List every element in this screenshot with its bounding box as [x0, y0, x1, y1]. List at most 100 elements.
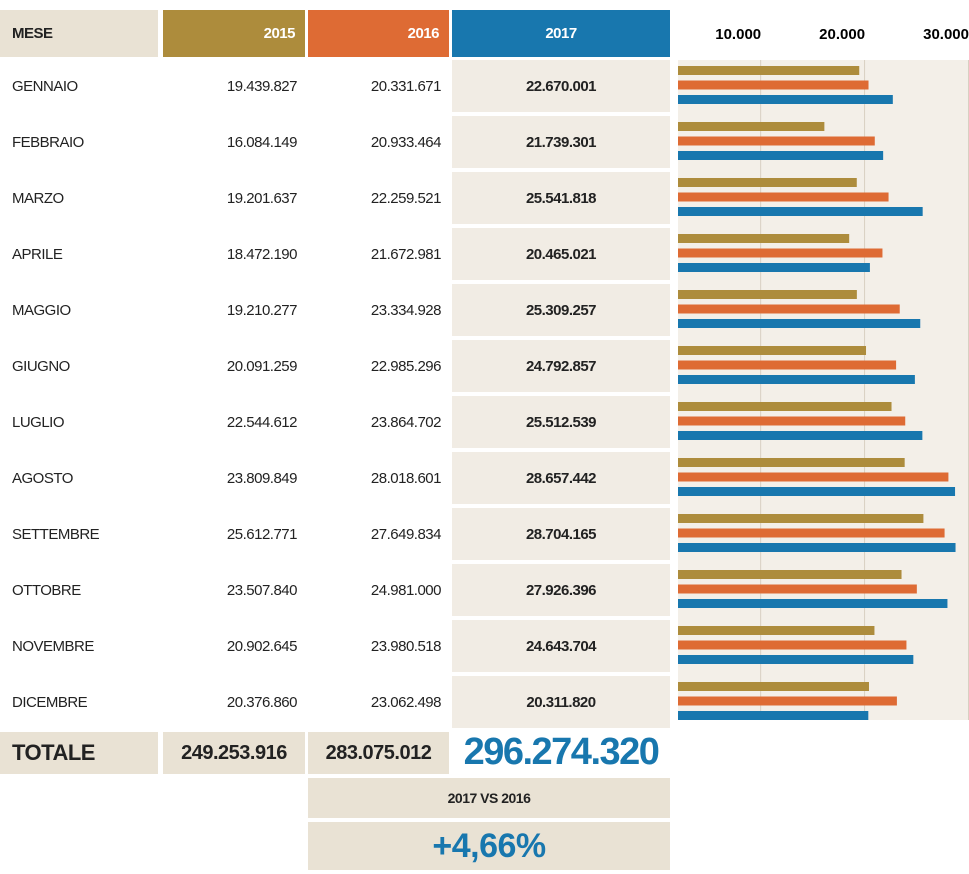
month-label: MAGGIO — [12, 301, 71, 319]
bar — [678, 655, 914, 664]
table-cell: 20.902.645 — [226, 637, 298, 655]
bar — [678, 304, 900, 314]
table-cell: 20.933.464 — [370, 133, 442, 151]
table-cell: 20.311.820 — [452, 676, 670, 728]
bar — [678, 711, 869, 720]
header-2017: 2017 — [452, 10, 670, 57]
month-label: FEBBRAIO — [12, 133, 84, 151]
bar — [678, 584, 917, 594]
month-label: SETTEMBRE — [12, 525, 100, 543]
table-cell: 28.704.165 — [452, 508, 670, 560]
comparison-value: +4,66% — [308, 822, 670, 870]
bar — [678, 319, 921, 328]
table-cell: 22.259.521 — [370, 189, 442, 207]
table-cell: 25.512.539 — [452, 396, 670, 448]
chart: 10.000 20.000 30.000 — [678, 26, 969, 720]
bar — [678, 626, 875, 635]
table-cell: 22.985.296 — [370, 357, 442, 375]
month-label: NOVEMBRE — [12, 637, 94, 655]
bar — [678, 375, 915, 384]
month-label: OTTOBRE — [12, 581, 81, 599]
month-label: AGOSTO — [12, 469, 73, 487]
header-month: MESE — [0, 10, 158, 57]
bar — [678, 66, 860, 75]
table-cell: 20.331.671 — [370, 77, 442, 95]
bar — [678, 178, 857, 187]
month-label: DICEMBRE — [12, 693, 88, 711]
x-tick-label: 20.000 — [819, 26, 865, 43]
bar — [678, 207, 923, 216]
table-cell: 20.091.259 — [226, 357, 298, 375]
bar — [678, 514, 924, 523]
bar — [678, 472, 949, 482]
table-cell: 27.649.834 — [370, 525, 442, 543]
table-cell: 19.439.827 — [226, 77, 298, 95]
bar — [678, 487, 956, 496]
table-cell: 18.472.190 — [226, 245, 298, 263]
table-cell: 20.465.021 — [452, 228, 670, 280]
bar — [678, 431, 923, 440]
month-label: GENNAIO — [12, 77, 78, 95]
table-cell: 24.643.704 — [452, 620, 670, 672]
bar — [678, 640, 907, 650]
bar — [678, 682, 869, 691]
table-cell: 19.201.637 — [226, 189, 298, 207]
table-cell: 16.084.149 — [226, 133, 298, 151]
bar — [678, 360, 897, 370]
bar — [678, 136, 875, 146]
table-cell: 23.334.928 — [370, 301, 442, 319]
header-2015: 2015 — [163, 10, 305, 57]
table-cell: 23.507.840 — [226, 581, 298, 599]
bar — [678, 151, 884, 160]
table-cell: 22.544.612 — [226, 413, 298, 431]
header-2016: 2016 — [308, 10, 449, 57]
bar — [678, 80, 869, 90]
month-label: APRILE — [12, 245, 63, 263]
total-cell: 296.274.320 — [463, 730, 660, 773]
table-cell: 23.980.518 — [370, 637, 442, 655]
bar — [678, 696, 897, 706]
bar — [678, 248, 883, 258]
bar — [678, 234, 850, 243]
table-cell: 23.062.498 — [370, 693, 442, 711]
table-cell: 28.657.442 — [452, 452, 670, 504]
bar — [678, 192, 889, 202]
bar — [678, 122, 825, 131]
bar — [678, 458, 905, 467]
bar — [678, 95, 893, 104]
month-label: LUGLIO — [12, 413, 65, 431]
table-cell: 23.809.849 — [226, 469, 298, 487]
table-cell: 22.670.001 — [452, 60, 670, 112]
bar — [678, 402, 892, 411]
total-cell: 249.253.916 — [163, 732, 305, 774]
x-tick-label: 30.000 — [923, 26, 969, 43]
month-label: MARZO — [12, 189, 64, 207]
total-label: TOTALE — [0, 732, 158, 774]
table-cell: 21.739.301 — [452, 116, 670, 168]
total-cell: 283.075.012 — [308, 732, 449, 774]
x-tick-label: 10.000 — [715, 26, 761, 43]
table-cell: 23.864.702 — [370, 413, 442, 431]
table-cell: 27.926.396 — [452, 564, 670, 616]
chart-background — [678, 60, 969, 720]
month-label: GIUGNO — [12, 357, 70, 375]
table-cell: 28.018.601 — [370, 469, 442, 487]
bar — [678, 528, 945, 538]
table-cell: 25.309.257 — [452, 284, 670, 336]
bar — [678, 599, 948, 608]
bar — [678, 570, 902, 579]
table-cell: 24.792.857 — [452, 340, 670, 392]
comparison-label: 2017 VS 2016 — [308, 778, 670, 818]
bar — [678, 263, 870, 272]
table-cell: 24.981.000 — [370, 581, 442, 599]
table-cell: 25.612.771 — [226, 525, 298, 543]
table-cell: 19.210.277 — [226, 301, 298, 319]
table-cell: 20.376.860 — [226, 693, 298, 711]
table-cell: 25.541.818 — [452, 172, 670, 224]
table-cell: 21.672.981 — [370, 245, 442, 263]
bar — [678, 416, 906, 426]
bar — [678, 346, 867, 355]
bar — [678, 543, 956, 552]
bar — [678, 290, 857, 299]
